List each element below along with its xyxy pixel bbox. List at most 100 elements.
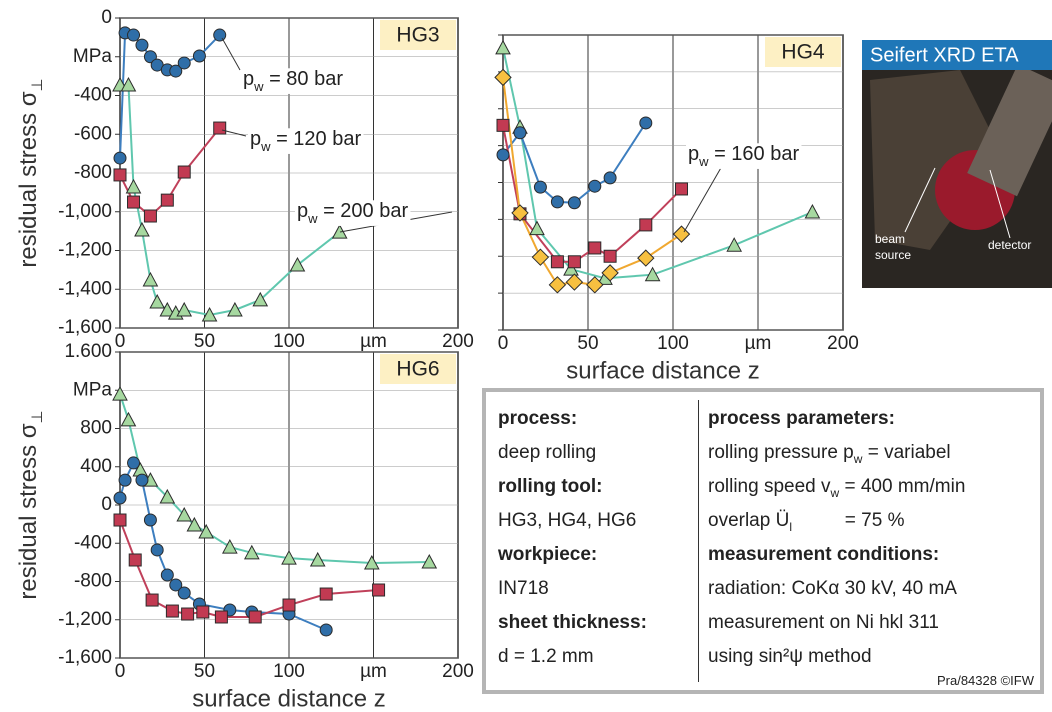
marker	[169, 578, 183, 592]
marker	[150, 543, 164, 557]
marker	[160, 193, 174, 207]
row-part: l	[789, 519, 792, 534]
marker	[118, 473, 132, 487]
marker	[176, 506, 193, 522]
annotation-background	[248, 128, 364, 154]
x-tick-label: µm	[360, 661, 387, 682]
table-row: HG3, HG4, HG6	[498, 510, 637, 531]
annotation-part: w	[307, 211, 318, 226]
leader-line	[683, 165, 723, 233]
footer: Pra/84328 ©IFW	[936, 673, 1034, 688]
row-part: overlap Ü	[708, 510, 790, 531]
annotation-background	[686, 143, 802, 169]
y-tick-label: -1,200	[58, 609, 112, 630]
table-row: radiation: CoKα 30 kV, 40 mA	[708, 578, 957, 599]
y-tick-label: -400	[74, 532, 112, 553]
marker	[567, 196, 581, 210]
marker	[176, 301, 193, 317]
annotation-part: p	[297, 200, 308, 222]
marker	[159, 301, 176, 317]
series-line	[502, 47, 813, 280]
table-row: measurement conditions:	[708, 544, 940, 565]
table-row: rolling speed vw = 400 mm/min	[708, 470, 965, 504]
y-tick-label: -400	[74, 85, 112, 106]
marker	[550, 195, 564, 209]
row-part: w	[830, 485, 840, 500]
title-badge	[380, 20, 456, 50]
annotation-part: w	[698, 154, 709, 169]
marker	[563, 261, 579, 276]
marker	[143, 209, 157, 223]
y-tick-label: -1,600	[58, 317, 112, 338]
marker	[496, 148, 510, 162]
title-badge	[380, 354, 456, 384]
marker	[142, 271, 159, 287]
x-tick-label: 50	[194, 331, 215, 352]
marker	[113, 168, 127, 182]
chart-title: HG6	[396, 358, 439, 381]
marker	[177, 56, 191, 70]
marker	[248, 610, 262, 624]
marker	[531, 248, 550, 266]
marker	[143, 50, 157, 64]
marker	[134, 221, 150, 237]
row-part: = 400 mm/min	[839, 476, 966, 497]
marker	[637, 249, 655, 267]
marker	[309, 551, 326, 567]
marker	[135, 473, 149, 487]
marker	[127, 456, 141, 470]
marker	[127, 28, 141, 42]
marker	[159, 488, 176, 504]
annotation-part: w	[253, 79, 264, 94]
marker	[644, 266, 661, 282]
photo-label: detector	[988, 238, 1031, 252]
annotation: pw = 200 bar	[297, 200, 408, 226]
marker	[289, 256, 306, 272]
x-tick-label: 0	[115, 331, 126, 352]
marker	[639, 116, 653, 130]
photo-pointer	[904, 167, 936, 233]
marker	[252, 291, 269, 307]
x-tick-label: 100	[273, 331, 305, 352]
marker	[113, 491, 127, 505]
marker	[588, 179, 602, 193]
table-row: measurement on Ni hkl 311	[708, 612, 939, 633]
marker	[511, 204, 529, 222]
y-tick-label: -800	[74, 571, 112, 592]
row-part: w	[853, 451, 863, 466]
y-tick-label: 800	[80, 418, 112, 439]
y-tick-label: MPa	[73, 46, 113, 67]
marker	[196, 605, 210, 619]
marker	[550, 255, 564, 269]
right-column: process parameters: rolling pressure pw =…	[708, 402, 965, 674]
y-tick-label: 0	[101, 494, 112, 515]
marker	[565, 273, 584, 291]
annotation: pw = 80 bar	[243, 68, 343, 94]
title-badge	[765, 37, 841, 67]
x-tick-label: 0	[115, 661, 126, 682]
x-axis-title: surface distance z	[192, 685, 385, 712]
annotation: pw = 160 bar	[688, 143, 799, 169]
marker	[213, 121, 227, 135]
marker	[125, 178, 142, 194]
x-tick-label: 200	[442, 331, 474, 352]
table-row: deep rolling	[498, 442, 597, 463]
marker	[282, 598, 296, 612]
marker	[143, 513, 157, 527]
marker	[675, 182, 688, 196]
marker	[586, 276, 604, 294]
marker	[548, 276, 567, 294]
x-tick-label: 200	[442, 661, 474, 682]
marker	[513, 126, 527, 140]
marker	[603, 171, 617, 185]
marker	[213, 28, 227, 42]
y-tick-label: -800	[74, 162, 112, 183]
row-part: = variabel	[862, 442, 951, 463]
annotation-part: p	[688, 143, 699, 165]
x-tick-label: 100	[657, 333, 689, 354]
y-axis-title: residual stress σ⊥	[15, 410, 46, 599]
marker	[177, 586, 191, 600]
leader-line	[221, 37, 241, 71]
divider	[698, 400, 699, 682]
